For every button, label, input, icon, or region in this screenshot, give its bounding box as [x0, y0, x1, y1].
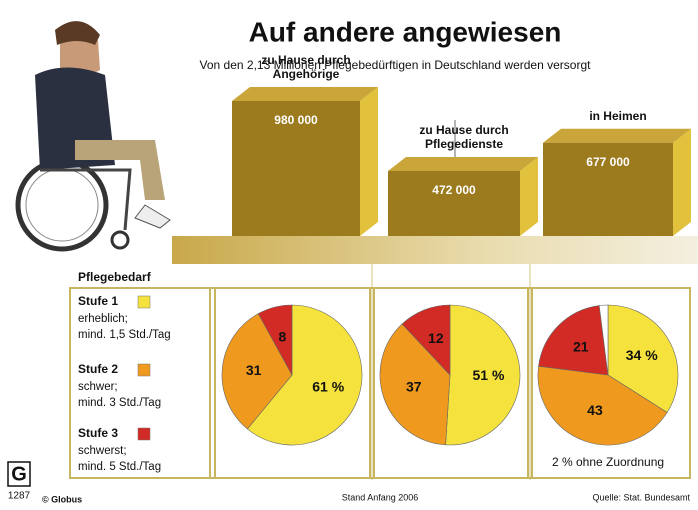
graphic-number: 1287: [8, 491, 31, 502]
category-label: zu Hause durch: [261, 53, 350, 67]
slice-label: 51 %: [473, 367, 505, 383]
legend-name: Stufe 2: [78, 362, 118, 376]
legend-description: mind. 5 Std./Tag: [78, 461, 161, 473]
slice-label: 12: [428, 330, 444, 346]
value-label: 677 000: [586, 155, 630, 169]
value-label: 980 000: [274, 113, 318, 127]
slice-label: 37: [406, 379, 422, 395]
source: Quelle: Stat. Bundesamt: [592, 492, 690, 502]
publisher: © Globus: [42, 494, 82, 504]
bar-top: [388, 157, 538, 171]
legend-name: Stufe 3: [78, 426, 118, 440]
bar-side: [673, 129, 691, 236]
category-label: in Heimen: [589, 109, 646, 123]
slice-label: 21: [573, 338, 589, 354]
slice-label: 8: [279, 328, 287, 344]
date-note: Stand Anfang 2006: [342, 492, 419, 502]
legend-title: Pflegebedarf: [78, 270, 152, 284]
legend-description: schwerst;: [78, 445, 127, 457]
infographic: Auf andere angewiesen Von den 2,13 Milli…: [0, 0, 698, 510]
bar-side: [360, 87, 378, 236]
legend-description: mind. 3 Std./Tag: [78, 397, 161, 409]
legend-swatch: [138, 428, 150, 440]
legend-description: schwer;: [78, 381, 118, 393]
slice-note: 2 % ohne Zuordnung: [552, 455, 664, 469]
legend-name: Stufe 1: [78, 294, 118, 308]
title: Auf andere angewiesen: [249, 16, 562, 47]
slice-label: 61 %: [312, 379, 344, 395]
value-label: 472 000: [432, 183, 476, 197]
slice-label: 31: [246, 362, 262, 378]
legend-swatch: [138, 364, 150, 376]
subtitle: Von den 2,13 Millionen Pflegebedürftigen…: [200, 58, 592, 72]
slice-label: 34 %: [626, 347, 658, 363]
category-label: zu Hause durch: [419, 123, 508, 137]
bar-top: [232, 87, 378, 101]
shelf: [172, 236, 698, 264]
bar-top: [543, 129, 691, 143]
legend-description: mind. 1,5 Std./Tag: [78, 329, 171, 341]
slice-label: 43: [587, 402, 603, 418]
logo: G: [11, 463, 27, 485]
category-label: Angehörige: [273, 67, 340, 81]
legend-swatch: [138, 296, 150, 308]
bar: [388, 171, 520, 236]
category-label: Pflegedienste: [425, 137, 503, 151]
legend-description: erheblich;: [78, 313, 128, 325]
